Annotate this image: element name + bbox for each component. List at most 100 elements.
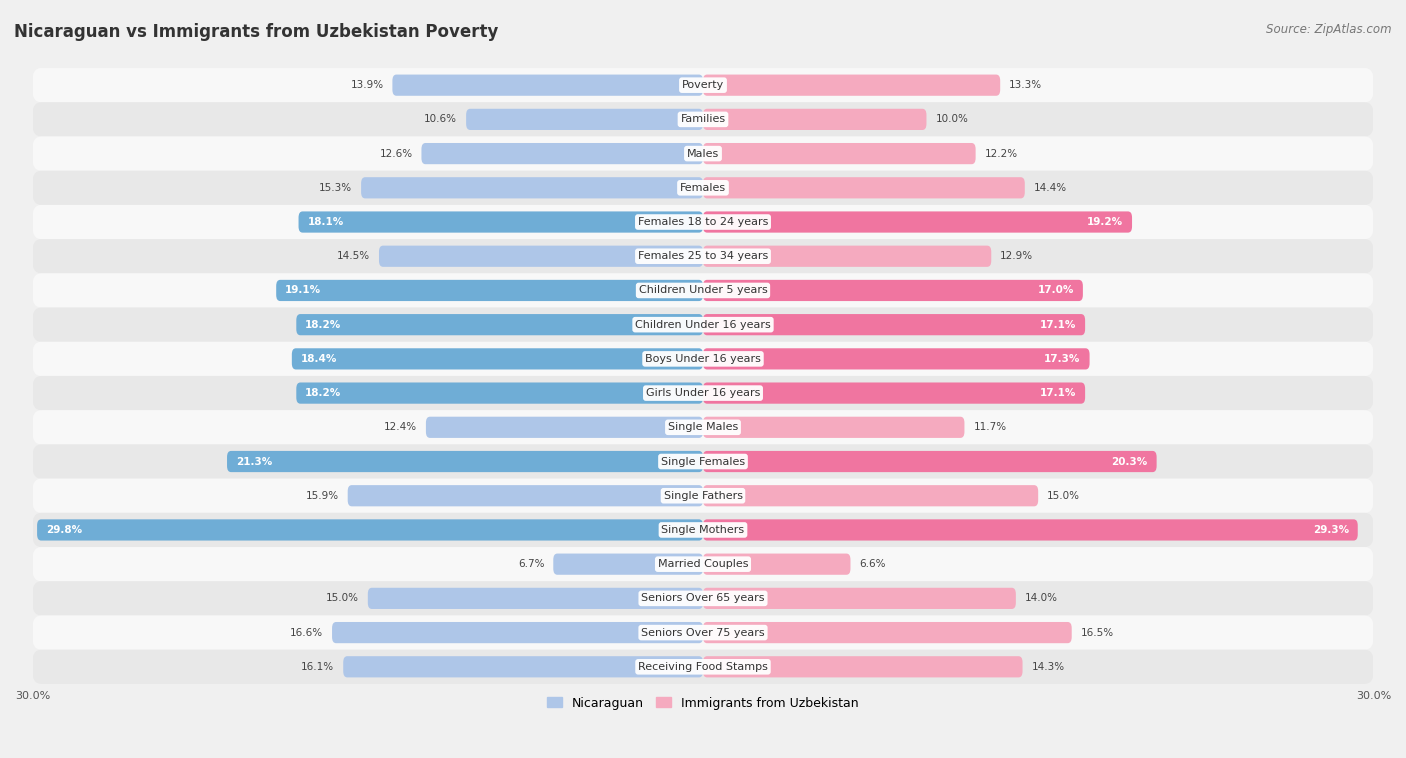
FancyBboxPatch shape xyxy=(703,314,1085,335)
Text: Boys Under 16 years: Boys Under 16 years xyxy=(645,354,761,364)
FancyBboxPatch shape xyxy=(703,519,1358,540)
FancyBboxPatch shape xyxy=(32,581,1374,615)
FancyBboxPatch shape xyxy=(32,615,1374,650)
FancyBboxPatch shape xyxy=(422,143,703,164)
Text: 6.6%: 6.6% xyxy=(859,559,886,569)
Text: 6.7%: 6.7% xyxy=(517,559,544,569)
Text: 17.3%: 17.3% xyxy=(1045,354,1081,364)
Text: 20.3%: 20.3% xyxy=(1111,456,1147,466)
Legend: Nicaraguan, Immigrants from Uzbekistan: Nicaraguan, Immigrants from Uzbekistan xyxy=(541,691,865,715)
FancyBboxPatch shape xyxy=(703,143,976,164)
FancyBboxPatch shape xyxy=(361,177,703,199)
FancyBboxPatch shape xyxy=(32,444,1374,478)
FancyBboxPatch shape xyxy=(343,656,703,678)
Text: 12.4%: 12.4% xyxy=(384,422,418,432)
FancyBboxPatch shape xyxy=(226,451,703,472)
Text: Receiving Food Stamps: Receiving Food Stamps xyxy=(638,662,768,672)
FancyBboxPatch shape xyxy=(703,451,1157,472)
FancyBboxPatch shape xyxy=(703,383,1085,404)
Text: Seniors Over 75 years: Seniors Over 75 years xyxy=(641,628,765,637)
FancyBboxPatch shape xyxy=(703,211,1132,233)
FancyBboxPatch shape xyxy=(703,485,1038,506)
FancyBboxPatch shape xyxy=(32,136,1374,171)
Text: 19.1%: 19.1% xyxy=(285,286,321,296)
FancyBboxPatch shape xyxy=(32,478,1374,513)
FancyBboxPatch shape xyxy=(703,587,1017,609)
Text: 29.8%: 29.8% xyxy=(46,525,82,535)
Text: 13.9%: 13.9% xyxy=(350,80,384,90)
FancyBboxPatch shape xyxy=(703,109,927,130)
Text: 15.0%: 15.0% xyxy=(326,594,359,603)
Text: Families: Families xyxy=(681,114,725,124)
Text: 19.2%: 19.2% xyxy=(1087,217,1123,227)
Text: 18.4%: 18.4% xyxy=(301,354,337,364)
FancyBboxPatch shape xyxy=(297,383,703,404)
Text: 10.0%: 10.0% xyxy=(935,114,969,124)
Text: 21.3%: 21.3% xyxy=(236,456,273,466)
FancyBboxPatch shape xyxy=(32,68,1374,102)
Text: Single Mothers: Single Mothers xyxy=(661,525,745,535)
Text: 18.2%: 18.2% xyxy=(305,388,342,398)
FancyBboxPatch shape xyxy=(368,587,703,609)
Text: 12.6%: 12.6% xyxy=(380,149,412,158)
Text: 29.3%: 29.3% xyxy=(1313,525,1348,535)
FancyBboxPatch shape xyxy=(703,177,1025,199)
FancyBboxPatch shape xyxy=(703,280,1083,301)
Text: 17.1%: 17.1% xyxy=(1040,320,1076,330)
Text: Females 25 to 34 years: Females 25 to 34 years xyxy=(638,251,768,262)
FancyBboxPatch shape xyxy=(347,485,703,506)
FancyBboxPatch shape xyxy=(703,622,1071,644)
FancyBboxPatch shape xyxy=(703,417,965,438)
Text: Seniors Over 65 years: Seniors Over 65 years xyxy=(641,594,765,603)
Text: 16.6%: 16.6% xyxy=(290,628,323,637)
Text: Girls Under 16 years: Girls Under 16 years xyxy=(645,388,761,398)
FancyBboxPatch shape xyxy=(392,74,703,96)
Text: 14.0%: 14.0% xyxy=(1025,594,1057,603)
FancyBboxPatch shape xyxy=(32,239,1374,274)
FancyBboxPatch shape xyxy=(703,246,991,267)
FancyBboxPatch shape xyxy=(297,314,703,335)
Text: 17.0%: 17.0% xyxy=(1038,286,1074,296)
Text: Poverty: Poverty xyxy=(682,80,724,90)
Text: 15.0%: 15.0% xyxy=(1047,490,1080,501)
Text: Single Males: Single Males xyxy=(668,422,738,432)
Text: Children Under 16 years: Children Under 16 years xyxy=(636,320,770,330)
FancyBboxPatch shape xyxy=(32,376,1374,410)
FancyBboxPatch shape xyxy=(703,553,851,575)
FancyBboxPatch shape xyxy=(703,656,1022,678)
Text: 18.1%: 18.1% xyxy=(308,217,343,227)
FancyBboxPatch shape xyxy=(32,102,1374,136)
Text: Males: Males xyxy=(688,149,718,158)
Text: Single Fathers: Single Fathers xyxy=(664,490,742,501)
Text: Source: ZipAtlas.com: Source: ZipAtlas.com xyxy=(1267,23,1392,36)
Text: 12.9%: 12.9% xyxy=(1000,251,1033,262)
FancyBboxPatch shape xyxy=(32,547,1374,581)
Text: 17.1%: 17.1% xyxy=(1040,388,1076,398)
FancyBboxPatch shape xyxy=(426,417,703,438)
Text: 14.4%: 14.4% xyxy=(1033,183,1067,193)
Text: Married Couples: Married Couples xyxy=(658,559,748,569)
Text: 15.3%: 15.3% xyxy=(319,183,352,193)
Text: Females: Females xyxy=(681,183,725,193)
FancyBboxPatch shape xyxy=(467,109,703,130)
FancyBboxPatch shape xyxy=(332,622,703,644)
Text: Nicaraguan vs Immigrants from Uzbekistan Poverty: Nicaraguan vs Immigrants from Uzbekistan… xyxy=(14,23,499,41)
Text: 14.3%: 14.3% xyxy=(1032,662,1064,672)
Text: 14.5%: 14.5% xyxy=(337,251,370,262)
FancyBboxPatch shape xyxy=(292,348,703,369)
FancyBboxPatch shape xyxy=(32,308,1374,342)
FancyBboxPatch shape xyxy=(703,348,1090,369)
FancyBboxPatch shape xyxy=(276,280,703,301)
FancyBboxPatch shape xyxy=(32,513,1374,547)
Text: 16.1%: 16.1% xyxy=(301,662,335,672)
Text: Single Females: Single Females xyxy=(661,456,745,466)
FancyBboxPatch shape xyxy=(32,274,1374,308)
FancyBboxPatch shape xyxy=(32,410,1374,444)
FancyBboxPatch shape xyxy=(298,211,703,233)
Text: Females 18 to 24 years: Females 18 to 24 years xyxy=(638,217,768,227)
Text: 12.2%: 12.2% xyxy=(984,149,1018,158)
Text: Children Under 5 years: Children Under 5 years xyxy=(638,286,768,296)
FancyBboxPatch shape xyxy=(32,342,1374,376)
Text: 18.2%: 18.2% xyxy=(305,320,342,330)
FancyBboxPatch shape xyxy=(32,205,1374,239)
